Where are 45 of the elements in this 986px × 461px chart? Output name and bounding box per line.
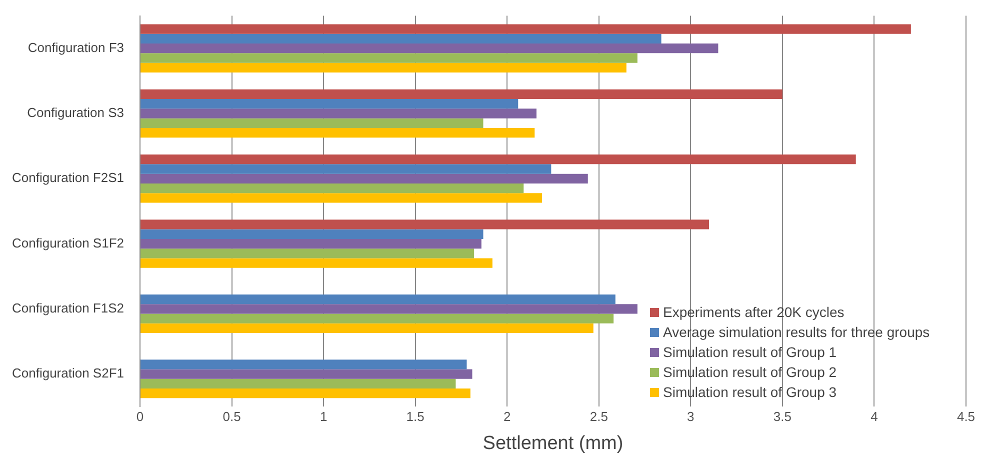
bar	[140, 128, 535, 138]
bar	[140, 183, 524, 194]
bar	[140, 174, 588, 184]
bar	[140, 108, 536, 118]
x-axis-title: Settlement (mm)	[482, 432, 624, 454]
x-tick-label: 2	[504, 408, 511, 424]
bar	[140, 99, 518, 109]
x-tick-label: 3.5	[773, 408, 792, 424]
x-tick-label: 0	[136, 408, 144, 424]
bar	[140, 378, 456, 388]
bar	[140, 164, 552, 174]
bar	[140, 44, 718, 54]
x-tick-label: 3	[687, 408, 694, 424]
x-tick-label: 2.5	[590, 408, 608, 424]
bar	[140, 258, 492, 268]
bar	[140, 118, 484, 128]
x-tick-label: 4	[870, 408, 878, 424]
y-tick-label: Configuration S3	[27, 105, 124, 120]
bar	[140, 193, 542, 203]
bar	[140, 304, 638, 314]
bar	[140, 388, 470, 398]
bar	[140, 238, 482, 249]
bar	[140, 314, 614, 324]
x-tick-label: 1	[320, 408, 328, 424]
x-tick-label: 4.5	[956, 408, 976, 424]
y-tick-label: Configuration S1F2	[12, 235, 124, 250]
bar	[140, 24, 911, 34]
bar	[140, 369, 472, 379]
bar	[140, 62, 626, 72]
x-tick-label: 0.5	[222, 408, 241, 424]
bar	[140, 360, 467, 370]
bar	[140, 220, 710, 230]
bar	[140, 323, 594, 333]
bar	[140, 53, 638, 63]
bar	[140, 229, 484, 239]
y-tick-label: Configuration F3	[28, 40, 124, 55]
bar	[140, 294, 616, 304]
y-tick-label: Configuration F2S1	[12, 170, 124, 186]
x-tick-label: 1.5	[406, 408, 424, 424]
y-tick-label: Configuration F1S2	[12, 300, 124, 316]
bar	[140, 154, 856, 164]
bar	[140, 34, 662, 44]
bar	[140, 248, 474, 258]
bar	[140, 89, 782, 100]
y-tick-label: Configuration S2F1	[12, 366, 124, 381]
